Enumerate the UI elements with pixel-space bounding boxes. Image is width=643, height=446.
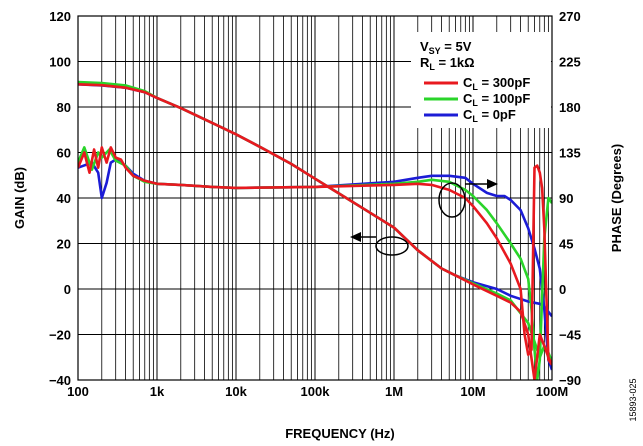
- legend-condition-rl: RL = 1kΩ: [420, 55, 475, 72]
- x-tick-label: 10k: [225, 384, 247, 399]
- gain-curve-300pF: [78, 83, 552, 380]
- y-tick-label: 120: [49, 9, 71, 24]
- x-tick-label: 1k: [150, 384, 165, 399]
- legend: VSY = 5V RL = 1kΩ CL = 300pF CL = 100pF …: [411, 32, 551, 128]
- y-axis-title: GAIN (dB): [12, 167, 27, 229]
- legend-rl-rest: = 1kΩ: [435, 55, 475, 70]
- phase-curve-0pF: [78, 158, 552, 371]
- y-tick-label: 80: [57, 100, 71, 115]
- y2-tick-label: 225: [559, 55, 581, 70]
- legend-label-0pF: CL = 0pF: [463, 107, 516, 124]
- gain-curve-marker-ellipse: [375, 236, 409, 256]
- legend-rl-main: R: [420, 55, 430, 70]
- plot-frame: [77, 15, 553, 381]
- y2-tick-label: 45: [559, 237, 573, 252]
- grid: [77, 15, 552, 381]
- tick-labels: 100 1k 10k 100k 1M 10M 100M 120 100 80 60 40 20 0 −20 −…: [49, 9, 581, 399]
- y2-tick-label: 0: [559, 282, 566, 297]
- legend-vsy-rest: = 5V: [441, 39, 472, 54]
- y2-tick-label: −45: [559, 328, 581, 343]
- y2-tick-label: 135: [559, 146, 581, 161]
- x-tick-label: 1M: [385, 384, 403, 399]
- y-tick-label: 60: [57, 146, 71, 161]
- x-tick-label: 100M: [536, 384, 569, 399]
- legend-box: [411, 32, 551, 128]
- y-tick-label: 20: [57, 237, 71, 252]
- y2-tick-label: −90: [559, 373, 581, 388]
- legend-vsy-main: V: [420, 39, 429, 54]
- x-tick-label: 100: [67, 384, 89, 399]
- legend-vsy-sub: SY: [429, 46, 441, 56]
- annotations: [350, 179, 498, 256]
- y-tick-label: −40: [49, 373, 71, 388]
- phase-curve-300pF: [78, 146, 552, 366]
- y-tick-label: 40: [57, 191, 71, 206]
- y2-tick-label: 270: [559, 9, 581, 24]
- y2-tick-label: 90: [559, 191, 573, 206]
- phase-curve-100pF: [78, 146, 552, 380]
- y-tick-label: 0: [64, 282, 71, 297]
- curves: [78, 80, 552, 380]
- legend-label-300pF: CL = 300pF: [463, 75, 530, 92]
- y2-tick-label: 180: [559, 100, 581, 115]
- y-tick-label: −20: [49, 328, 71, 343]
- x-tick-label: 10M: [460, 384, 485, 399]
- x-axis-title: FREQUENCY (Hz): [285, 426, 395, 441]
- x-tick-label: 100k: [301, 384, 331, 399]
- legend-label-100pF: CL = 100pF: [463, 91, 530, 108]
- y2-axis-title: PHASE (Degrees): [609, 144, 624, 252]
- y-tick-label: 100: [49, 55, 71, 70]
- arrow-left-head-icon: [350, 232, 361, 242]
- legend-condition-vsy: VSY = 5V: [420, 39, 472, 56]
- phase-curve-marker-ellipse: [438, 182, 466, 218]
- arrow-right-head-icon: [487, 179, 498, 189]
- figure-code: 15893-025: [628, 378, 638, 421]
- legend-rl-sub: L: [429, 62, 435, 72]
